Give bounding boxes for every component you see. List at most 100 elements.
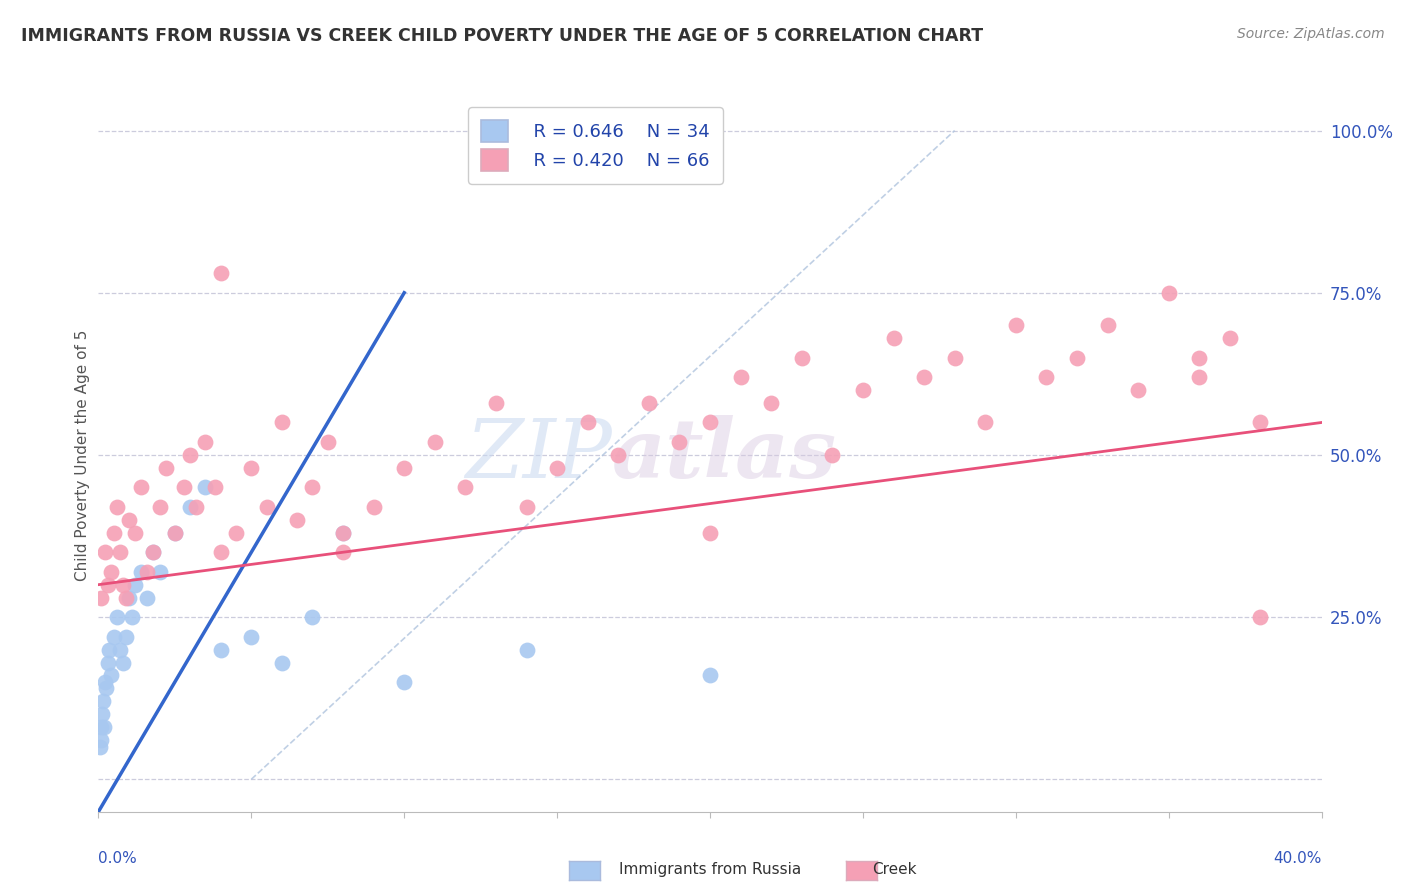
Point (129, 565, 152, 579)
Text: atlas: atlas (612, 415, 838, 495)
Point (194, 434, 217, 449)
Point (1250, 416, 1272, 430)
Point (1188, 370, 1211, 384)
Point (124, 525, 146, 540)
Text: ZIP: ZIP (465, 415, 612, 495)
Point (607, 448, 630, 462)
Point (332, 525, 354, 540)
Text: Source: ZipAtlas.com: Source: ZipAtlas.com (1237, 27, 1385, 41)
Point (363, 500, 385, 514)
Point (852, 383, 875, 397)
Point (108, 642, 131, 657)
Point (98, 642, 121, 657)
Point (209, 642, 232, 657)
Point (155, 461, 177, 475)
Point (93, 675, 115, 690)
Point (1128, 383, 1150, 397)
Point (100, 565, 122, 579)
Point (454, 480, 477, 494)
Point (149, 500, 172, 514)
Point (103, 525, 125, 540)
Text: 0.0%: 0.0% (98, 851, 138, 866)
Point (186, 500, 208, 514)
Point (179, 500, 201, 514)
Point (240, 461, 263, 475)
Text: IMMIGRANTS FROM RUSSIA VS CREEK CHILD POVERTY UNDER THE AGE OF 5 CORRELATION CHA: IMMIGRANTS FROM RUSSIA VS CREEK CHILD PO… (21, 27, 983, 45)
Point (118, 591, 141, 605)
Point (204, 480, 226, 494)
Point (576, 416, 599, 430)
Point (1066, 351, 1088, 365)
Point (1157, 285, 1180, 300)
Point (89, 739, 111, 754)
Point (225, 525, 247, 540)
Point (883, 331, 905, 345)
Point (1004, 318, 1026, 333)
Point (943, 351, 966, 365)
Point (790, 351, 813, 365)
Point (194, 480, 217, 494)
Point (94, 681, 117, 696)
Point (332, 545, 354, 559)
Point (105, 500, 128, 514)
Point (129, 480, 152, 494)
Point (91, 707, 114, 722)
Point (163, 525, 186, 540)
Point (97, 577, 120, 591)
Point (301, 480, 323, 494)
Point (699, 668, 721, 682)
Point (285, 513, 308, 527)
Point (485, 396, 508, 410)
Point (209, 266, 232, 280)
Point (111, 656, 134, 670)
Point (93, 720, 115, 734)
Point (136, 591, 159, 605)
Point (91, 694, 114, 708)
Point (93, 545, 115, 559)
Point (699, 525, 721, 540)
Point (105, 610, 128, 624)
Point (173, 480, 195, 494)
Text: 40.0%: 40.0% (1274, 851, 1322, 866)
Point (1219, 331, 1241, 345)
Point (516, 500, 538, 514)
Point (730, 370, 752, 384)
Point (90, 720, 112, 734)
Point (103, 630, 125, 644)
Text: Immigrants from Russia: Immigrants from Russia (619, 863, 801, 877)
Point (108, 545, 131, 559)
Point (546, 461, 568, 475)
Point (270, 416, 294, 430)
Point (1035, 370, 1057, 384)
Point (179, 448, 201, 462)
Point (699, 416, 721, 430)
Legend:   R = 0.646    N = 34,   R = 0.420    N = 66: R = 0.646 N = 34, R = 0.420 N = 66 (468, 107, 723, 184)
Point (142, 545, 165, 559)
Point (90, 591, 112, 605)
Point (115, 591, 138, 605)
Point (121, 610, 143, 624)
Point (111, 577, 134, 591)
Point (209, 545, 232, 559)
Point (637, 396, 661, 410)
Point (821, 448, 844, 462)
Point (124, 577, 146, 591)
Point (332, 525, 354, 540)
Point (1188, 351, 1211, 365)
Point (1097, 318, 1119, 333)
Point (392, 461, 416, 475)
Point (392, 675, 416, 690)
Y-axis label: Child Poverty Under the Age of 5: Child Poverty Under the Age of 5 (75, 329, 90, 581)
Point (423, 434, 446, 449)
Point (668, 434, 690, 449)
Point (115, 630, 138, 644)
Point (163, 525, 186, 540)
Point (1250, 610, 1272, 624)
Point (142, 545, 165, 559)
Point (149, 565, 172, 579)
Point (270, 656, 294, 670)
Point (316, 434, 339, 449)
Text: Creek: Creek (872, 863, 917, 877)
Point (136, 565, 159, 579)
Point (97, 656, 120, 670)
